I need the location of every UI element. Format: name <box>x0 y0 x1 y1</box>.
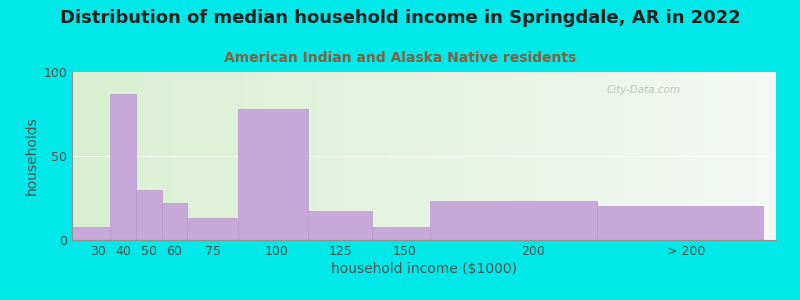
Bar <box>110 94 136 240</box>
X-axis label: household income ($1000): household income ($1000) <box>331 262 517 276</box>
Y-axis label: households: households <box>25 117 39 195</box>
Text: American Indian and Alaska Native residents: American Indian and Alaska Native reside… <box>224 51 576 65</box>
Bar <box>187 218 238 240</box>
Bar <box>238 109 307 240</box>
Text: Distribution of median household income in Springdale, AR in 2022: Distribution of median household income … <box>60 9 740 27</box>
Text: City-Data.com: City-Data.com <box>607 85 681 95</box>
Bar <box>307 212 371 240</box>
Bar <box>371 226 430 240</box>
Bar <box>430 201 597 240</box>
Bar <box>72 226 110 240</box>
Bar <box>162 203 187 240</box>
Bar <box>597 206 763 240</box>
Bar <box>136 190 162 240</box>
